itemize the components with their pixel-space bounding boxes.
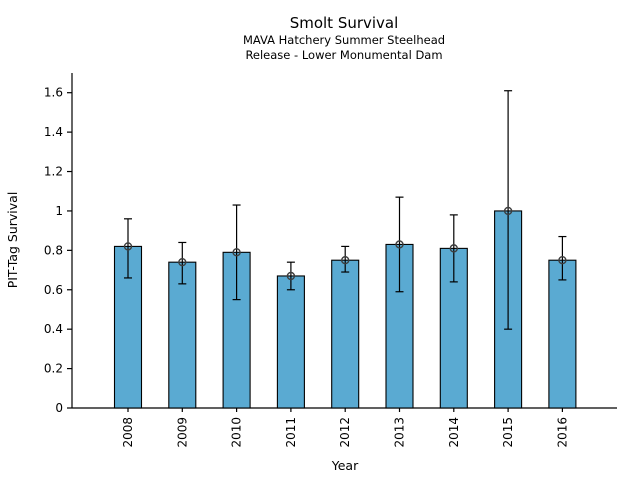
x-tick-label: 2009 [175,417,189,448]
y-tick-label: 1.4 [44,125,63,139]
y-tick-label: 0.8 [44,243,63,257]
x-tick-label: 2010 [230,417,244,448]
y-tick-label: 1 [55,204,63,218]
x-tick-label: 2011 [284,417,298,448]
mean-marker-2010 [232,248,241,257]
chart-subtitle-line1: MAVA Hatchery Summer Steelhead [243,33,445,47]
mean-marker-2016 [558,256,567,265]
y-tick-label: 1.2 [44,165,63,179]
chart-subtitle-line2: Release - Lower Monumental Dam [245,48,442,62]
mean-marker-2013 [395,240,404,249]
chart-title: Smolt Survival [290,14,399,32]
bar-2016 [548,259,577,409]
y-tick-label: 1.6 [44,86,63,100]
y-tick-label: 0.6 [44,283,63,297]
x-tick-label: 2013 [393,417,407,448]
x-tick-label: 2016 [555,417,569,448]
y-tick-label: 0.2 [44,362,63,376]
mean-marker-2012 [341,256,350,265]
mean-marker-2014 [449,244,458,253]
mean-marker-2008 [123,242,133,251]
mean-marker-2009 [178,257,187,267]
mean-marker-2011 [286,271,296,281]
bar-2012 [331,259,360,409]
plot-area: 0 0.2 0.4 0.6 0.8 1 1.2 1.4 1.6 2008 2009 2010 2011 2… [44,73,617,448]
x-axis-label: Year [331,458,359,473]
mean-marker-2015 [503,206,513,216]
bar-2011 [276,275,305,409]
y-tick-label: 0 [55,401,63,415]
x-tick-label: 2012 [338,417,352,448]
x-tick-label: 2014 [447,417,461,448]
y-tick-label: 0.4 [44,322,63,336]
x-tick-label: 2008 [121,417,135,448]
y-axis-label: PIT-Tag Survival [5,192,20,289]
x-tick-label: 2015 [501,417,515,448]
